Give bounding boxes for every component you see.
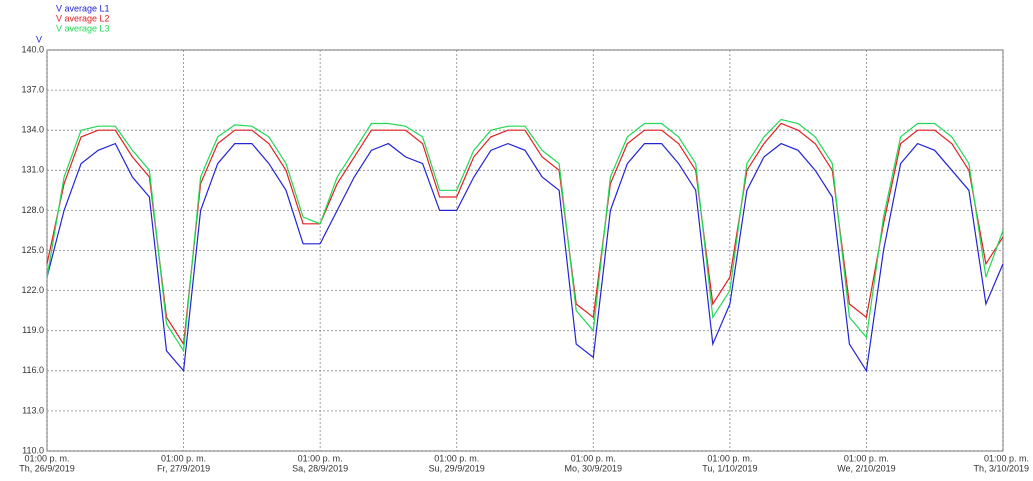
- x-tick-label: We, 2/10/2019: [837, 463, 895, 473]
- series-line: [46, 122, 1004, 346]
- x-tick-label: 01:00 p. m.: [24, 453, 69, 463]
- legend-label: V average L3: [56, 23, 110, 33]
- y-tick-label: 134.0: [21, 125, 44, 135]
- x-tick-label: 01:00 p. m.: [571, 453, 616, 463]
- x-tick-label: Th, 26/9/2019: [19, 463, 75, 473]
- x-tick-label: Tu, 1/10/2019: [702, 463, 757, 473]
- x-tick-label: Su, 29/9/2019: [429, 463, 485, 473]
- y-tick-label: 110.0: [22, 445, 44, 455]
- y-tick-label: 116.0: [22, 365, 44, 375]
- y-tick-label: 119.0: [22, 325, 44, 335]
- y-unit: V: [36, 34, 42, 44]
- x-tick-label: Mo, 30/9/2019: [565, 463, 623, 473]
- y-tick-label: 128.0: [21, 205, 44, 215]
- x-tick-label: 01:00 p. m.: [984, 453, 1029, 463]
- series-line: [46, 118, 1004, 353]
- x-tick-label: 01:00 p. m.: [298, 453, 343, 463]
- x-tick-label: 01:00 p. m.: [844, 453, 889, 463]
- series-line: [46, 142, 1004, 373]
- x-tick-label: 01:00 p. m.: [161, 453, 206, 463]
- legend-label: V average L1: [56, 3, 110, 13]
- x-tick-label: 01:00 p. m.: [707, 453, 752, 463]
- x-tick-label: Th, 3/10/2019: [973, 463, 1029, 473]
- y-tick-label: 125.0: [21, 245, 44, 255]
- x-tick-label: Sa, 28/9/2019: [292, 463, 348, 473]
- y-tick-label: 113.0: [22, 405, 44, 415]
- x-tick-label: Fr, 27/9/2019: [157, 463, 210, 473]
- y-tick-label: 122.0: [21, 285, 44, 295]
- y-tick-label: 140.0: [21, 44, 44, 54]
- legend-label: V average L2: [56, 13, 110, 23]
- y-tick-label: 137.0: [21, 84, 44, 94]
- y-tick-label: 131.0: [21, 165, 44, 175]
- x-tick-label: 01:00 p. m.: [434, 453, 479, 463]
